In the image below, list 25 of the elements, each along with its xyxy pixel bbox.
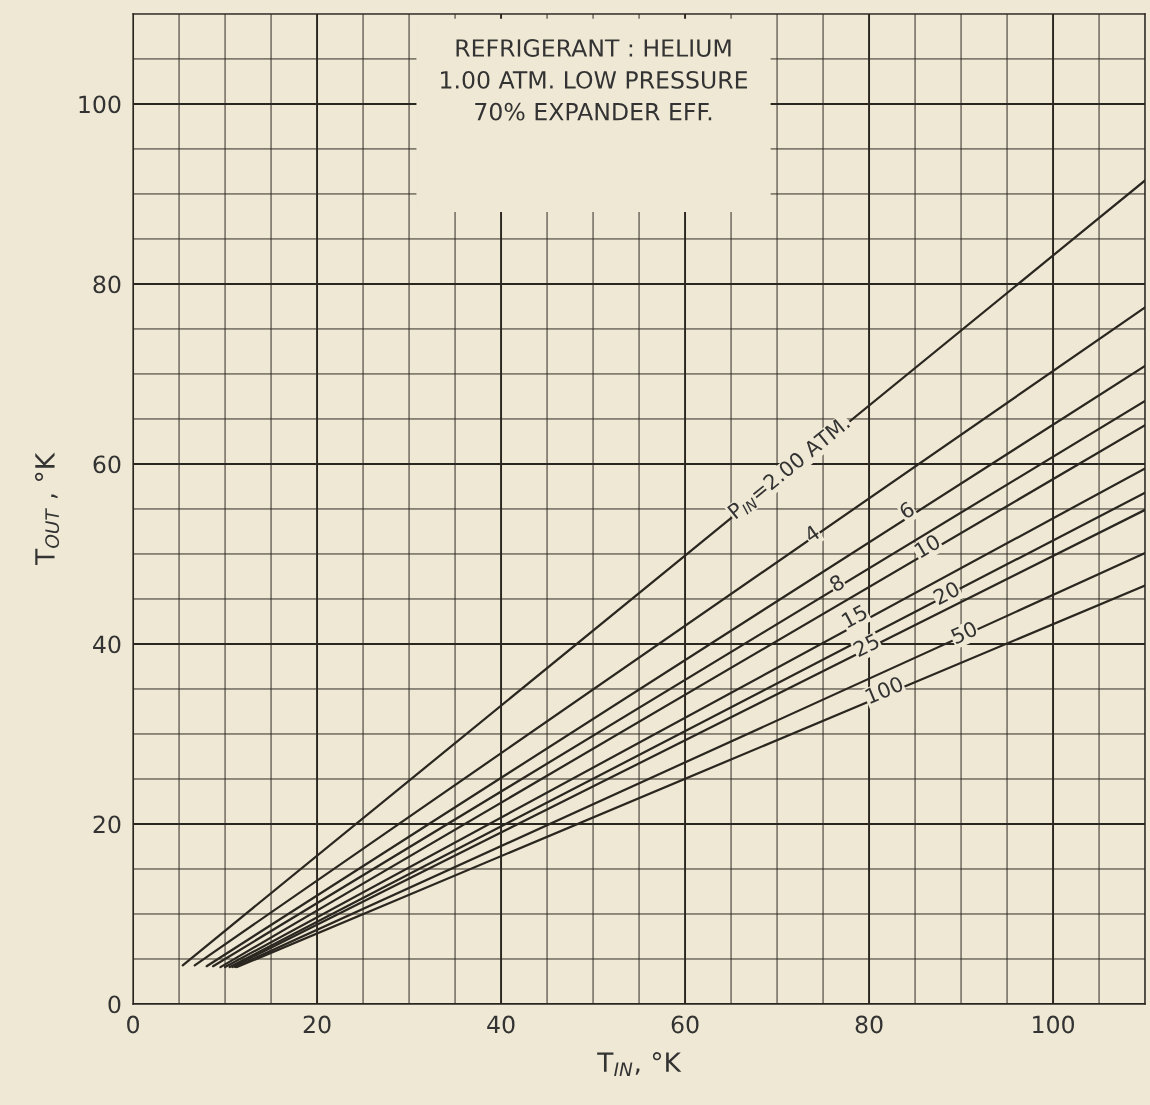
annotation: 50: [950, 620, 979, 645]
x-tick-label: 80: [855, 1015, 883, 1034]
y-tick-label: 0: [108, 995, 121, 1014]
y-tick-label: 60: [93, 455, 121, 474]
annotation: 20: [932, 580, 961, 606]
annotation: 100: [864, 675, 905, 705]
annotation: P$_{IN}$=2.00 ATM.: [726, 414, 853, 522]
y-tick-label: 20: [93, 815, 121, 834]
text: REFRIGERANT : HELIUM 1.00 ATM. LOW PRESSURE 70% EXPANDER EFF.: [441, 39, 748, 121]
x-tick-label: 40: [487, 1015, 515, 1034]
annotation: 4: [802, 524, 821, 543]
annotation: 8: [828, 573, 846, 593]
x-tick-label: 60: [671, 1015, 699, 1034]
y-tick-label: 40: [93, 635, 121, 654]
x-tick-label: 20: [303, 1015, 331, 1034]
y-tick-label: 80: [93, 275, 121, 294]
x-tick-label: 0: [127, 1015, 139, 1034]
annotation: 10: [913, 533, 942, 559]
x-axis-title: T$_{IN}$, °K: [597, 1052, 682, 1077]
annotation: 25: [852, 632, 881, 658]
x-tick-label: 100: [1033, 1015, 1075, 1034]
annotation: 15: [841, 604, 869, 629]
y-tick-label: 100: [79, 95, 121, 114]
y-axis-title: T$_{OUT}$ , °K: [34, 452, 60, 566]
annotation: 6: [898, 500, 916, 520]
